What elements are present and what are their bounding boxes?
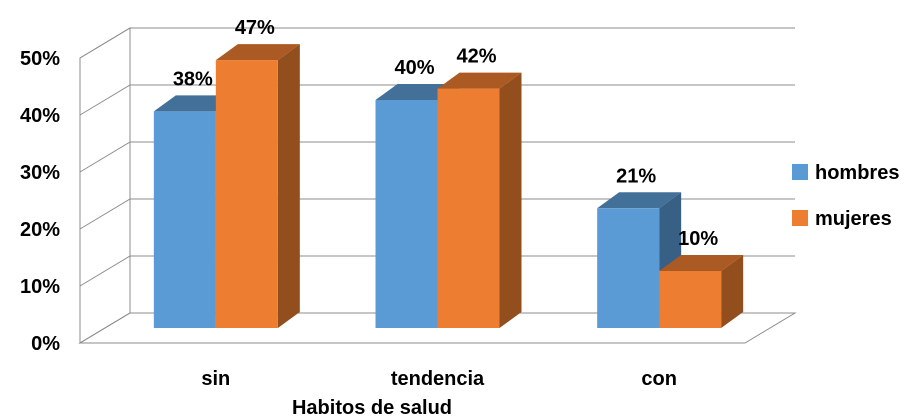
data-label: 40% xyxy=(394,57,434,79)
bar-mujeres-tendencia: 42% xyxy=(438,46,522,328)
data-label: 21% xyxy=(616,165,656,187)
bar-front xyxy=(659,271,721,328)
y-tick-label: 50% xyxy=(20,48,60,70)
bar-front xyxy=(154,111,216,328)
bar-mujeres-sin: 47% xyxy=(216,17,300,328)
legend-swatch-mujeres xyxy=(792,210,808,226)
bar-front xyxy=(376,100,438,328)
bar-side xyxy=(500,73,522,328)
bar-front xyxy=(216,60,278,328)
y-tick-label: 40% xyxy=(20,105,60,127)
x-tick-label: con xyxy=(641,368,677,390)
data-label: 47% xyxy=(235,17,275,39)
data-label: 10% xyxy=(678,228,718,250)
x-tick-label: tendencia xyxy=(391,368,485,390)
bar-side xyxy=(278,44,300,328)
x-axis-categories: sin tendencia con xyxy=(201,368,677,390)
legend-swatch-hombres xyxy=(792,164,808,180)
legend-label-hombres: hombres xyxy=(815,162,899,184)
side-wall xyxy=(80,28,130,343)
y-axis-ticks: 0% 10% 20% 30% 40% 50% xyxy=(20,48,60,355)
y-tick-label: 30% xyxy=(20,162,60,184)
bar-front xyxy=(597,208,659,328)
bar-front xyxy=(438,89,500,328)
gridline xyxy=(80,28,795,58)
data-label: 42% xyxy=(456,46,496,68)
x-tick-label: sin xyxy=(201,368,230,390)
y-tick-label: 20% xyxy=(20,219,60,241)
y-tick-label: 10% xyxy=(20,276,60,298)
y-tick-label: 0% xyxy=(31,333,60,355)
legend-label-mujeres: mujeres xyxy=(815,208,892,230)
legend: hombres mujeres xyxy=(792,162,899,230)
bars: 38% 47% 40% 42% 21% 10% xyxy=(154,17,743,328)
x-axis-title: Habitos de salud xyxy=(292,397,452,418)
data-label: 38% xyxy=(173,68,213,90)
